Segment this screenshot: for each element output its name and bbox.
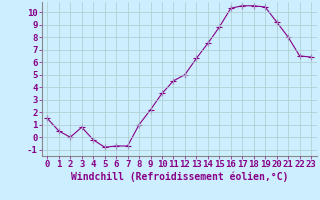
X-axis label: Windchill (Refroidissement éolien,°C): Windchill (Refroidissement éolien,°C) (70, 172, 288, 182)
